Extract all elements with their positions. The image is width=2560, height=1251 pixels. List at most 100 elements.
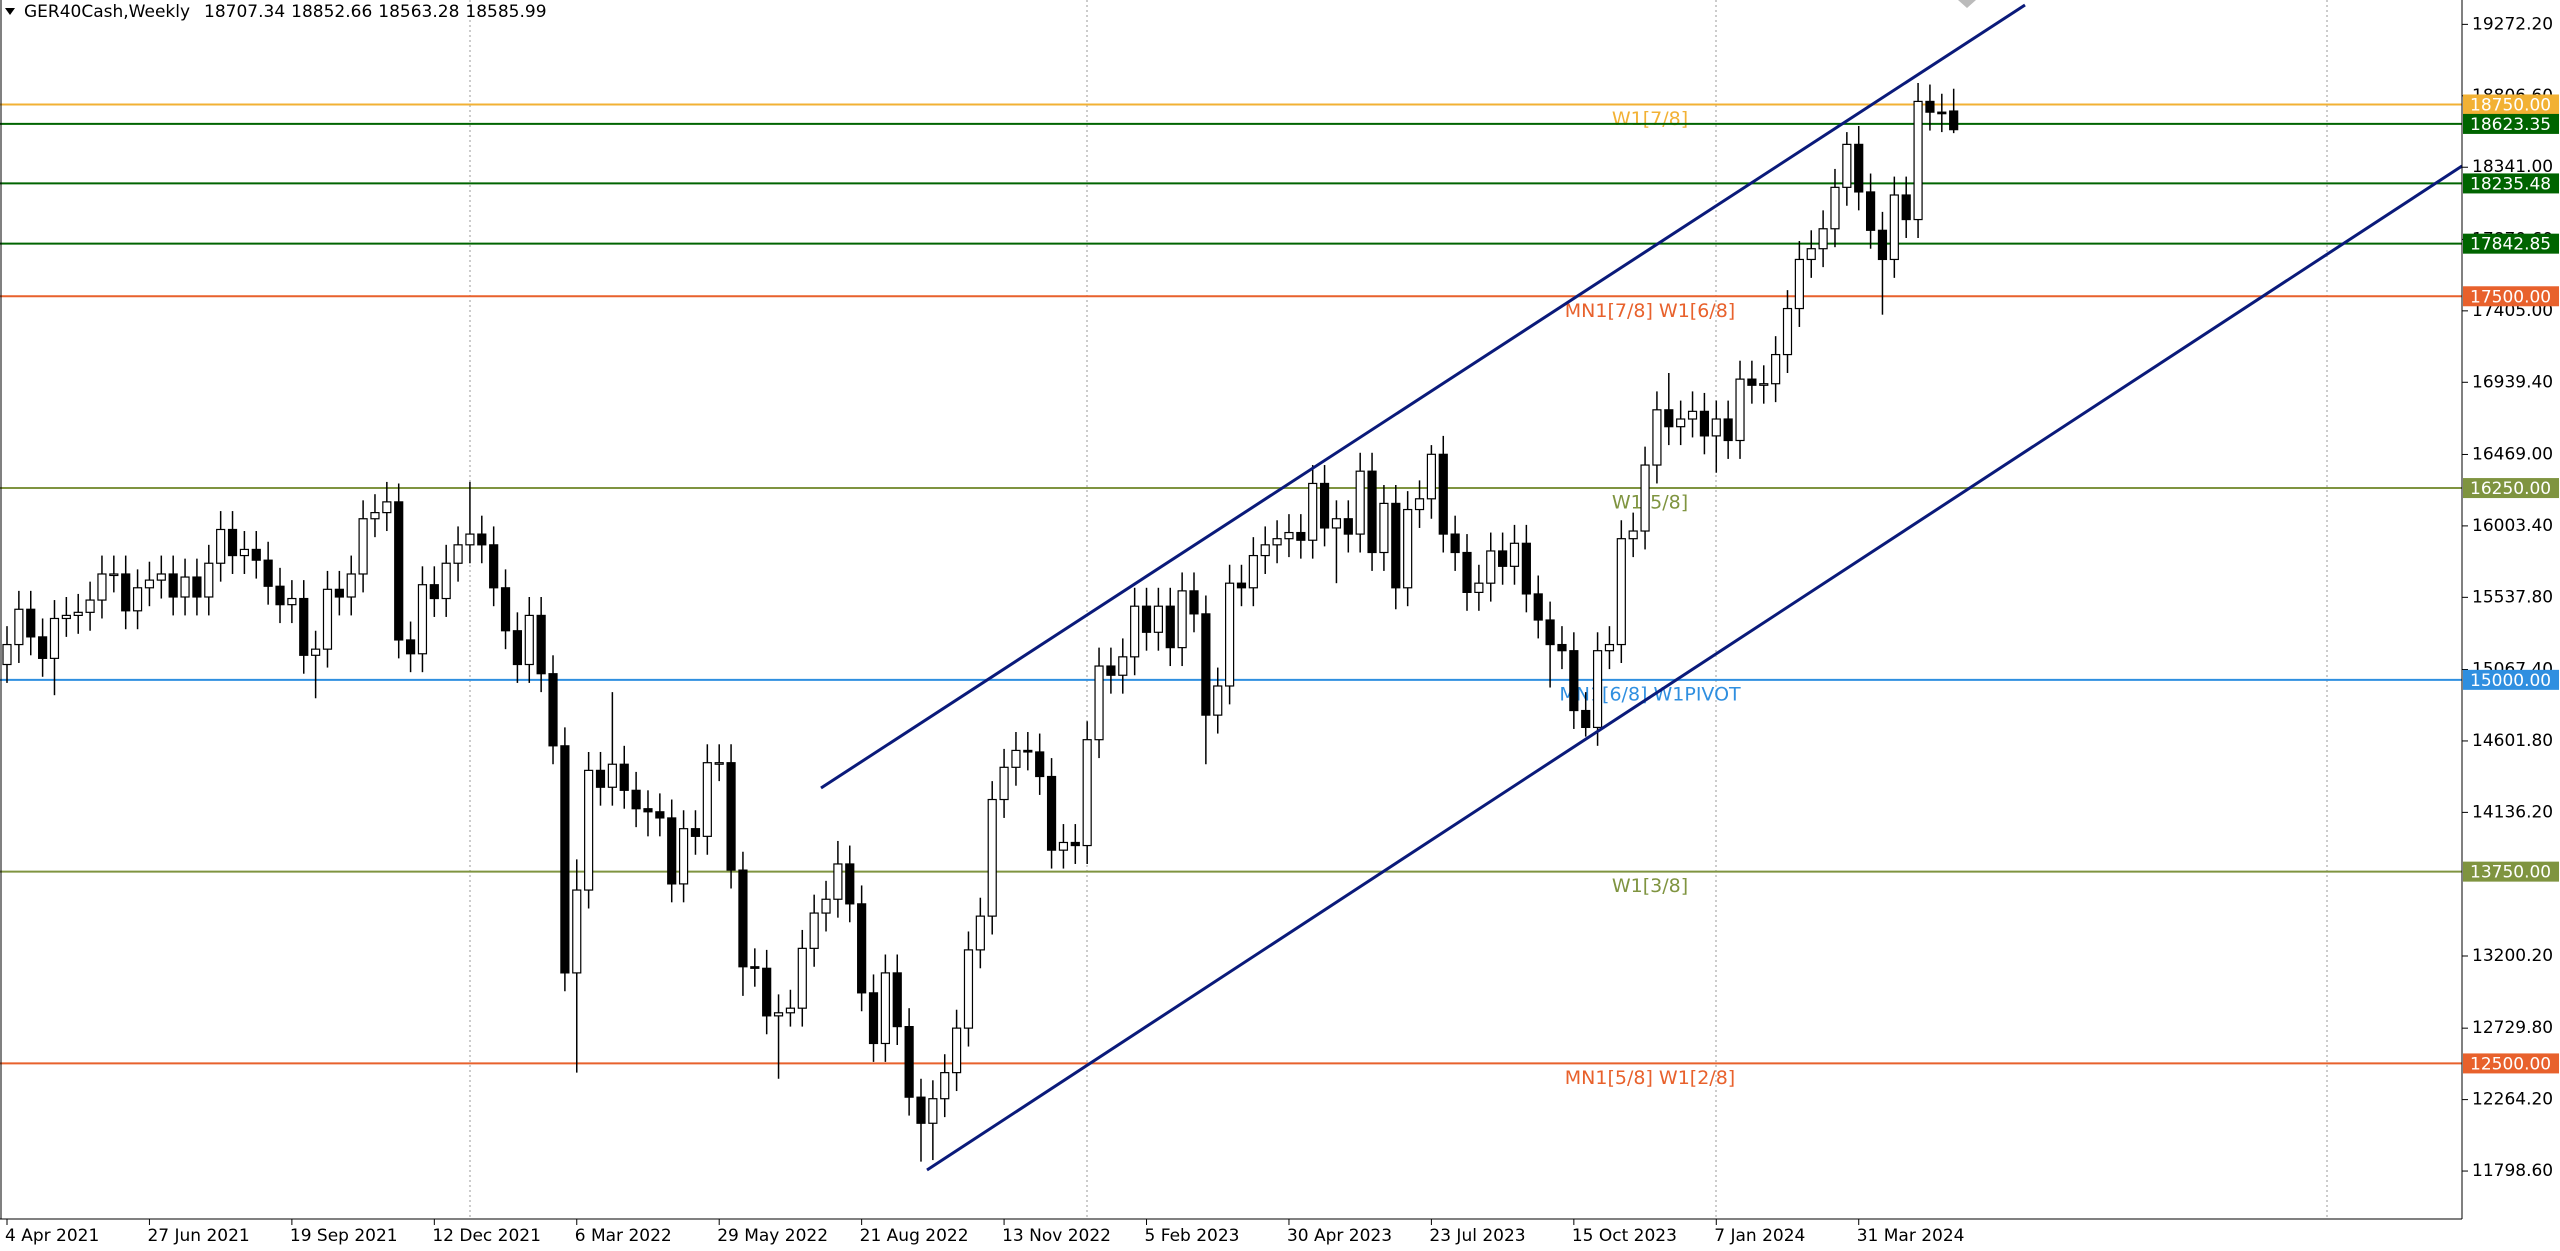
candle-body bbox=[1652, 409, 1662, 466]
candle-body bbox=[536, 614, 546, 675]
candle-body bbox=[1699, 410, 1710, 437]
candle-body bbox=[1545, 619, 1555, 646]
candle-body bbox=[1474, 582, 1484, 593]
candle-body bbox=[168, 573, 178, 598]
x-tick-label: 29 May 2022 bbox=[717, 1226, 828, 1246]
candle-body bbox=[1438, 453, 1448, 535]
candle-body bbox=[762, 967, 772, 1017]
candle-body bbox=[156, 573, 166, 581]
x-tick-label: 30 Apr 2023 bbox=[1287, 1226, 1392, 1246]
channel-lower bbox=[926, 164, 2463, 1172]
candle-body bbox=[1248, 554, 1258, 589]
level-price-box bbox=[2463, 861, 2559, 882]
candles bbox=[2, 83, 1959, 1162]
candle-body bbox=[1141, 605, 1152, 633]
candle-body bbox=[1367, 470, 1377, 554]
candle-body bbox=[73, 611, 83, 617]
candle-body bbox=[417, 584, 428, 655]
y-tick-label: 12264.20 bbox=[2472, 1090, 2553, 1110]
candle-body bbox=[132, 587, 143, 612]
candle-body bbox=[963, 949, 974, 1029]
candle-body bbox=[607, 763, 617, 788]
candle-body bbox=[1640, 464, 1650, 532]
high: 18852.66 bbox=[291, 2, 372, 22]
y-tick-label: 16939.40 bbox=[2472, 372, 2553, 392]
candle-body bbox=[1533, 593, 1543, 621]
candle-body bbox=[465, 533, 475, 546]
candle-body bbox=[1865, 191, 1876, 231]
candle-body bbox=[1426, 453, 1437, 500]
candle-body bbox=[940, 1072, 950, 1100]
candle-body bbox=[346, 573, 356, 598]
candle-body bbox=[1201, 613, 1211, 716]
header-arrow bbox=[5, 8, 15, 15]
candle-body bbox=[287, 597, 297, 606]
candle-body bbox=[500, 587, 511, 632]
level-annotation: MN1[6/8] W1PIVOT bbox=[1559, 683, 1741, 705]
candle-body bbox=[857, 903, 867, 994]
candle-body bbox=[1023, 749, 1033, 753]
level-price-box bbox=[2463, 94, 2559, 115]
candle-body bbox=[1616, 538, 1626, 646]
candle-body bbox=[1759, 383, 1769, 386]
candle-body bbox=[1213, 685, 1223, 716]
candle-body bbox=[1379, 502, 1389, 554]
candle-body bbox=[204, 562, 214, 598]
candle-body bbox=[1569, 650, 1579, 712]
candle-body bbox=[797, 947, 807, 1009]
candle-body bbox=[121, 573, 131, 612]
candle-body bbox=[144, 579, 155, 589]
candle-body bbox=[631, 789, 641, 810]
candle-body bbox=[1058, 841, 1069, 851]
levels: W1[7/8] MN1[7/8] W1[6/8] W1[5/8] MN1[6/8] W… bbox=[0, 103, 2462, 1089]
level-price-box bbox=[2463, 286, 2559, 307]
candle-body bbox=[1806, 248, 1816, 261]
candle-body bbox=[655, 811, 665, 819]
level-annotation: MN1[7/8] W1[6/8] bbox=[1565, 300, 1735, 322]
candle-body bbox=[1260, 544, 1270, 557]
level-price-box bbox=[2463, 173, 2559, 194]
candle-body bbox=[1284, 531, 1294, 540]
level-price-label: 18623.35 bbox=[2470, 115, 2551, 135]
channel-upper bbox=[820, 3, 2026, 790]
y-tick-label: 15537.80 bbox=[2472, 587, 2553, 607]
candle-body bbox=[1450, 533, 1460, 554]
candle-body bbox=[477, 533, 487, 546]
x-tick-label: 6 Mar 2022 bbox=[575, 1226, 672, 1246]
candle-body bbox=[322, 588, 333, 650]
candle-body bbox=[1308, 482, 1318, 541]
candle-body bbox=[109, 573, 119, 577]
candle-body bbox=[1913, 100, 1923, 221]
x-tick-label: 7 Jan 2024 bbox=[1714, 1226, 1805, 1246]
candle-body bbox=[1106, 665, 1116, 676]
candle-body bbox=[1842, 143, 1852, 188]
level-price-label: 17500.00 bbox=[2470, 287, 2551, 307]
level-annotation: W1[7/8] bbox=[1612, 108, 1688, 130]
candle-body bbox=[1177, 590, 1187, 649]
candle-body bbox=[85, 599, 95, 613]
axes: 19272.2018806.6018341.0017870.6017405.00… bbox=[5, 14, 2559, 1246]
candle-body bbox=[1331, 518, 1342, 529]
candle-body bbox=[1296, 531, 1306, 541]
level-price-box bbox=[2463, 669, 2559, 690]
marker bbox=[1958, 0, 1976, 8]
level-price-box bbox=[2463, 478, 2559, 499]
candle-body bbox=[928, 1098, 938, 1124]
x-tick-label: 31 Mar 2024 bbox=[1857, 1226, 1965, 1246]
candle-body bbox=[1901, 194, 1911, 221]
candle-body bbox=[382, 501, 392, 514]
candle-body bbox=[1391, 502, 1401, 589]
y-tick-label: 19272.20 bbox=[2472, 14, 2553, 34]
candle-body bbox=[311, 648, 321, 656]
candle-body bbox=[916, 1096, 926, 1124]
close: 18585.99 bbox=[465, 2, 546, 22]
candle-body bbox=[904, 1025, 914, 1098]
candle-body bbox=[1521, 542, 1531, 595]
x-tick-label: 13 Nov 2022 bbox=[1002, 1226, 1111, 1246]
candle-body bbox=[690, 828, 701, 837]
candle-body bbox=[334, 588, 344, 598]
candle-body bbox=[975, 915, 985, 951]
candle-body bbox=[619, 763, 629, 791]
candle-body bbox=[845, 863, 855, 905]
candle-body bbox=[738, 869, 748, 968]
